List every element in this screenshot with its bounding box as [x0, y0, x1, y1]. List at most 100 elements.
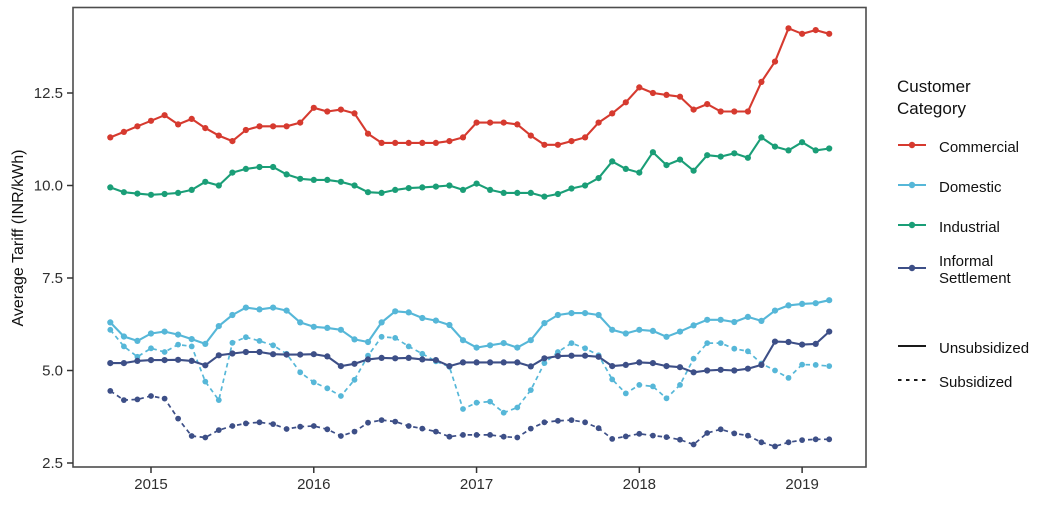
- data-point: [310, 423, 317, 429]
- data-point: [433, 428, 439, 435]
- data-point: [500, 409, 507, 416]
- data-point: [120, 360, 127, 367]
- data-point: [202, 125, 209, 132]
- data-point: [446, 363, 453, 370]
- y-tick-label: 10.0: [34, 178, 63, 195]
- data-point: [677, 436, 683, 443]
- data-point: [785, 338, 792, 346]
- legend-item-commercial: Commercial: [897, 133, 1047, 161]
- data-point: [744, 313, 752, 320]
- data-point: [446, 182, 453, 189]
- data-point: [704, 340, 711, 346]
- data-point: [337, 363, 344, 370]
- data-point: [392, 139, 399, 146]
- data-point: [676, 93, 684, 100]
- data-point: [582, 419, 588, 426]
- data-point: [161, 190, 168, 198]
- data-point: [582, 352, 589, 359]
- data-point: [609, 326, 616, 333]
- legend-item-unsubsidized: Unsubsidized: [897, 334, 1047, 362]
- data-point: [405, 139, 412, 146]
- data-point: [405, 309, 412, 316]
- data-point: [297, 175, 304, 182]
- data-point: [812, 340, 819, 347]
- data-point: [771, 307, 779, 314]
- data-point: [690, 167, 697, 174]
- legend-item-informal-settlement: Informal Settlement: [897, 253, 1047, 287]
- data-point: [663, 333, 670, 340]
- data-point: [107, 184, 114, 191]
- legend-item-label: Commercial: [939, 138, 1020, 156]
- x-tick-label: 2016: [297, 476, 330, 493]
- data-point: [745, 348, 751, 355]
- data-point: [310, 323, 317, 330]
- data-point: [215, 323, 222, 330]
- data-point: [595, 119, 602, 126]
- data-point: [649, 149, 657, 156]
- data-point: [771, 58, 779, 65]
- data-point: [826, 30, 833, 37]
- data-point: [324, 176, 331, 183]
- data-point: [690, 322, 697, 329]
- data-point: [487, 432, 493, 438]
- data-point: [676, 328, 684, 335]
- data-point: [432, 357, 439, 364]
- data-point: [663, 162, 670, 169]
- data-point: [147, 191, 155, 198]
- data-point: [731, 318, 738, 326]
- data-point: [256, 123, 263, 130]
- data-point: [120, 189, 127, 196]
- data-point: [419, 425, 426, 432]
- data-point: [799, 341, 806, 348]
- data-point: [324, 385, 331, 392]
- data-point: [107, 134, 114, 141]
- data-point: [148, 345, 154, 352]
- data-point: [392, 418, 399, 425]
- data-point: [419, 314, 426, 322]
- data-point: [378, 139, 385, 146]
- data-point: [283, 426, 290, 432]
- data-point: [568, 138, 575, 145]
- data-point: [310, 379, 317, 386]
- data-point: [161, 395, 168, 402]
- data-point: [147, 330, 155, 337]
- y-tick-label: 12.5: [34, 85, 63, 102]
- data-point: [473, 432, 480, 438]
- data-point: [487, 359, 494, 366]
- data-point: [799, 30, 806, 37]
- data-point: [704, 152, 711, 159]
- data-point: [771, 338, 779, 345]
- data-point: [568, 352, 575, 359]
- data-point: [351, 428, 358, 435]
- data-point: [622, 361, 629, 368]
- y-tick-label: 7.5: [42, 270, 63, 287]
- legend-item-label: Informal Settlement: [939, 253, 1011, 287]
- data-point: [785, 439, 792, 446]
- data-point: [324, 108, 331, 115]
- data-point: [188, 186, 195, 193]
- data-point: [378, 417, 385, 423]
- data-point: [622, 165, 629, 172]
- data-point: [541, 360, 548, 366]
- data-point: [120, 333, 127, 340]
- data-point: [229, 350, 236, 357]
- data-point: [202, 178, 209, 185]
- data-point: [242, 348, 249, 356]
- data-point: [500, 359, 507, 366]
- data-point: [324, 426, 331, 433]
- data-point: [636, 326, 643, 333]
- data-point: [785, 302, 792, 309]
- data-point: [473, 399, 480, 406]
- data-point: [812, 362, 819, 368]
- data-point: [717, 426, 724, 433]
- data-point: [175, 341, 182, 348]
- data-point: [270, 351, 277, 358]
- data-point: [514, 121, 521, 128]
- data-point: [229, 311, 236, 319]
- data-point: [283, 351, 290, 358]
- data-point: [338, 393, 344, 399]
- data-point: [799, 300, 806, 307]
- data-point: [636, 430, 643, 437]
- panel-border: [72, 6, 867, 468]
- data-point: [758, 439, 765, 446]
